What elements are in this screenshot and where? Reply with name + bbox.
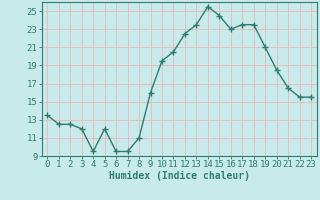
X-axis label: Humidex (Indice chaleur): Humidex (Indice chaleur) [109,171,250,181]
